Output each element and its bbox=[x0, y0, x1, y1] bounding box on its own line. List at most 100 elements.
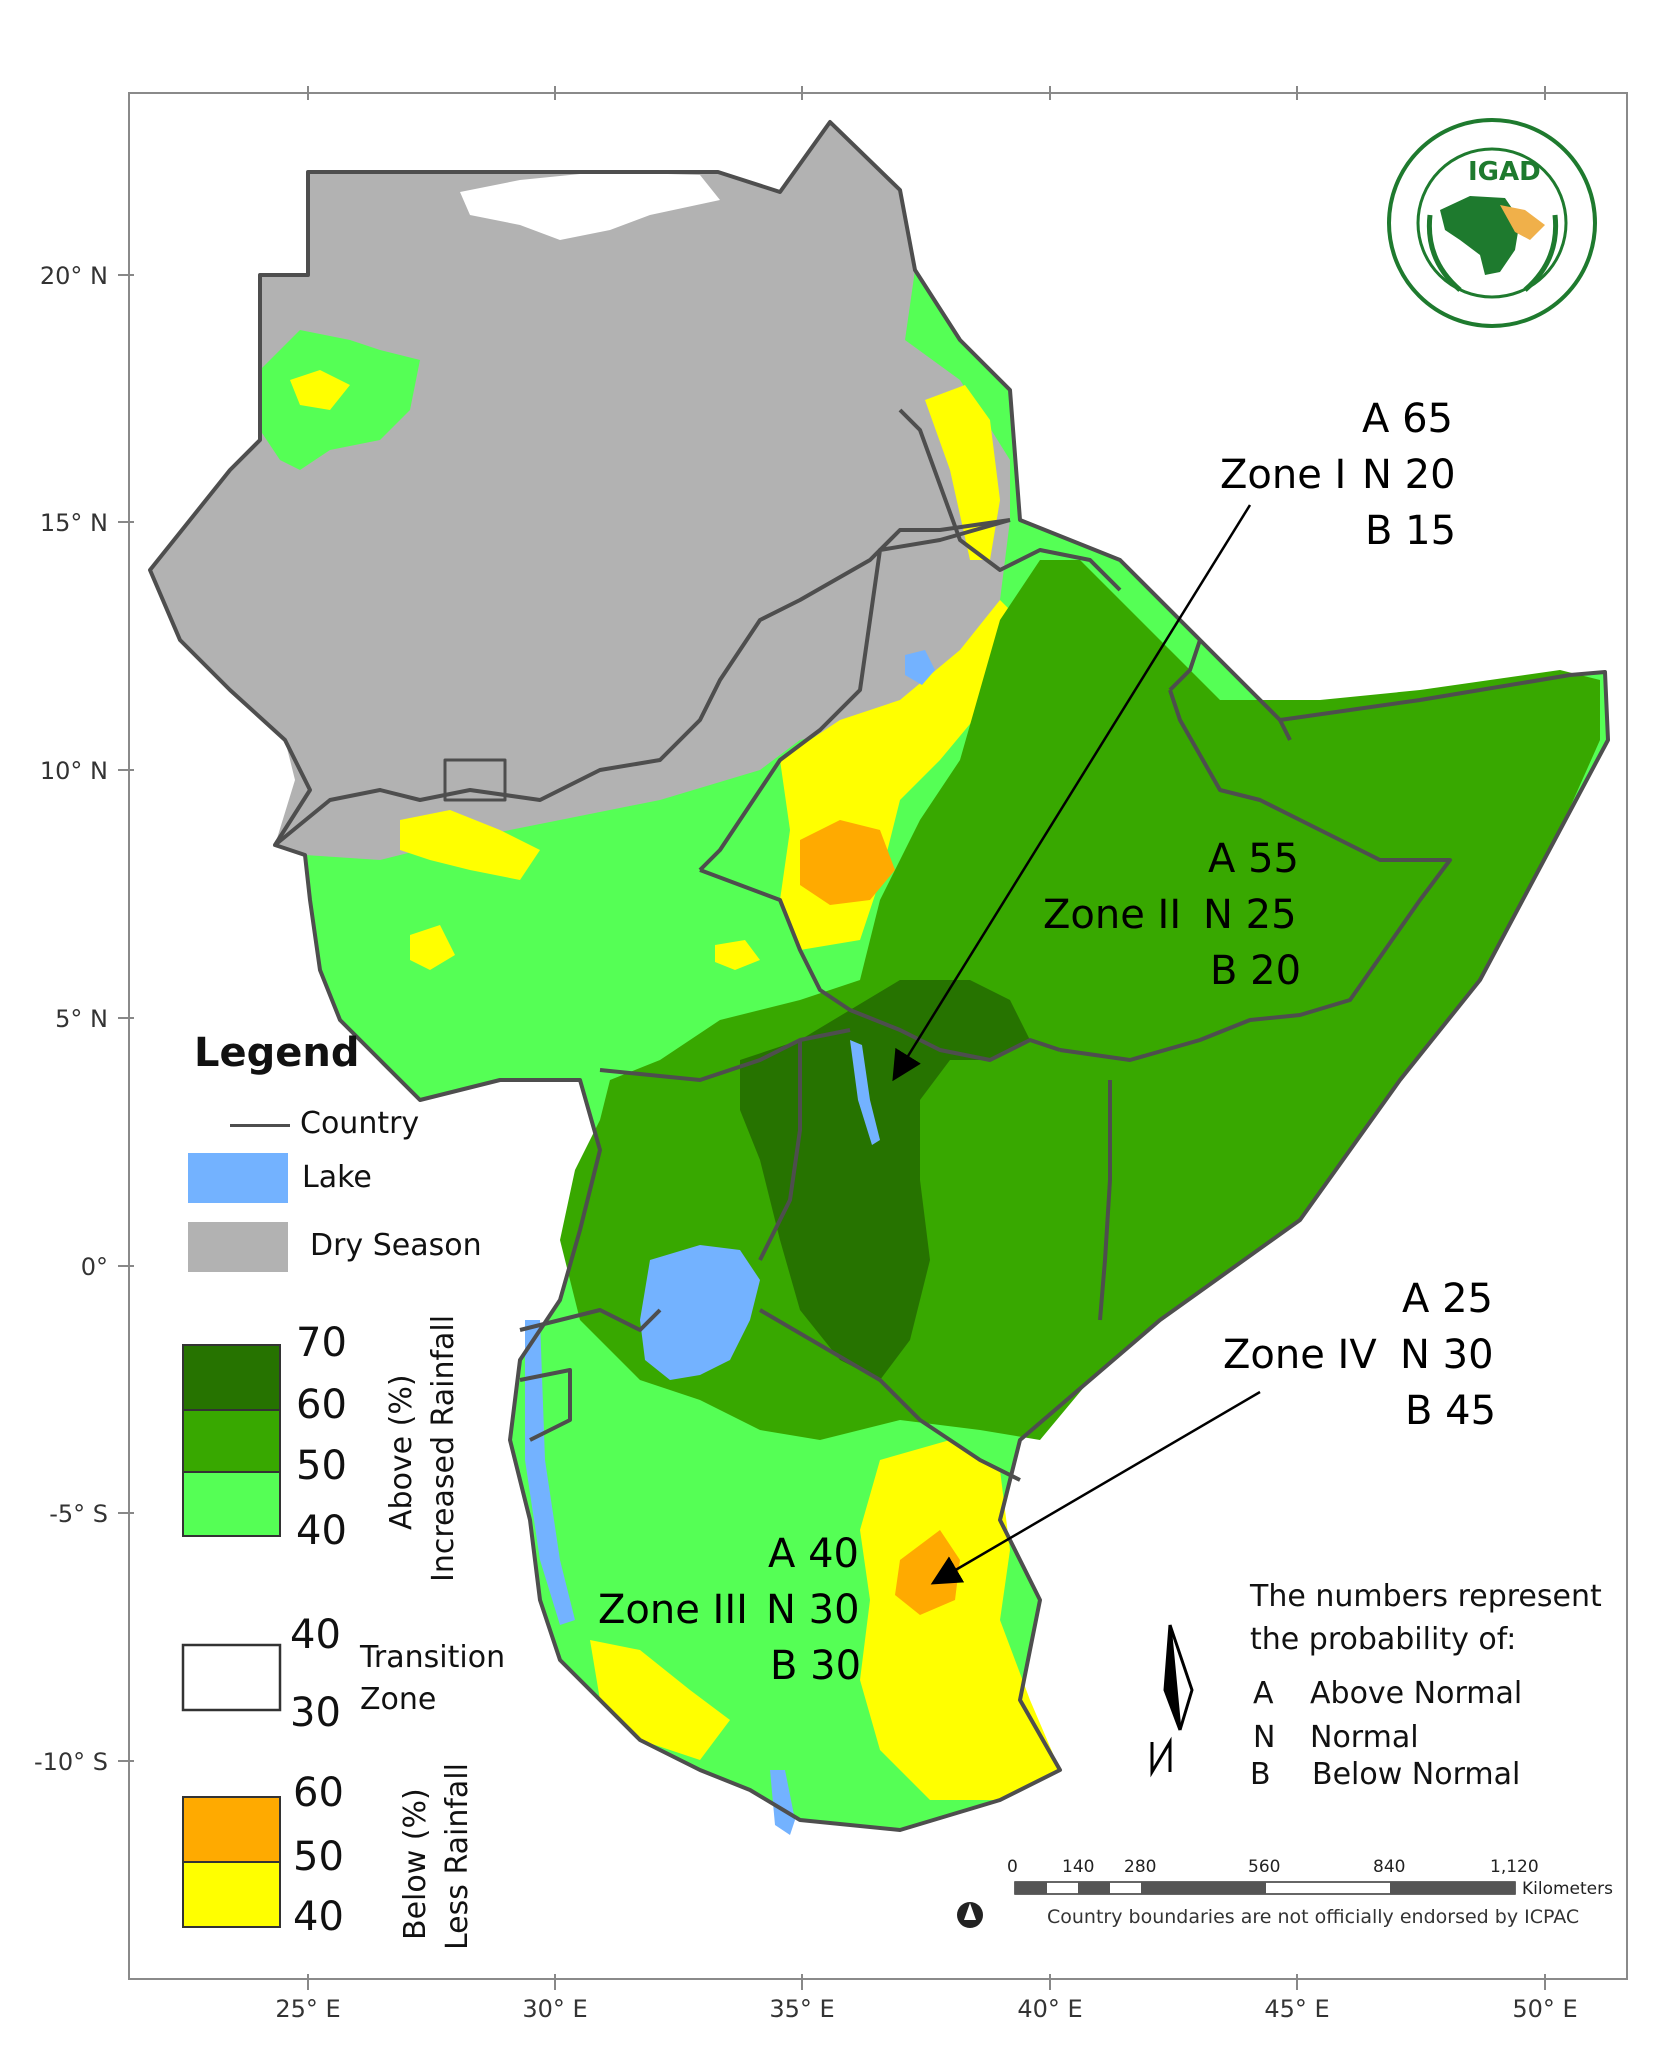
zone-4-name: Zone IV bbox=[1223, 1332, 1377, 1378]
zone-4-n: N 30 bbox=[1400, 1332, 1494, 1378]
region-below-50-sudan bbox=[800, 820, 895, 905]
legend-above-label-2: Increased Rainfall bbox=[426, 1314, 461, 1582]
zone-4-b: B 45 bbox=[1405, 1388, 1497, 1434]
scale-tick-0: 0 bbox=[1007, 1857, 1018, 1877]
zone-1-name: Zone I bbox=[1220, 452, 1347, 498]
legend-lake-label: Lake bbox=[302, 1160, 372, 1195]
scale-bar bbox=[1014, 1881, 1516, 1895]
lat-label-10s: -10° S bbox=[33, 1748, 108, 1776]
scale-unit: Kilometers bbox=[1522, 1879, 1613, 1899]
zone-3-name: Zone III bbox=[598, 1587, 748, 1633]
legend-dry-swatch bbox=[188, 1222, 288, 1272]
zone-1-arrow bbox=[892, 504, 1252, 1082]
lat-label-10n: 10° N bbox=[39, 757, 108, 785]
legend-transition-tick-30: 30 bbox=[290, 1690, 341, 1736]
legend-above-70 bbox=[182, 1344, 281, 1411]
legend-transition-tick-40: 40 bbox=[290, 1612, 341, 1658]
scale-tick-280: 280 bbox=[1124, 1857, 1157, 1877]
lat-label-15n: 15° N bbox=[39, 509, 108, 537]
region-below-west bbox=[400, 810, 540, 880]
country-borders bbox=[148, 120, 1610, 1832]
region-darfur-yellow bbox=[290, 370, 350, 410]
lake-tanganyika bbox=[525, 1320, 575, 1625]
legend-transition-label-1: Transition bbox=[360, 1640, 506, 1675]
scale-tick-560: 560 bbox=[1248, 1857, 1281, 1877]
region-dry-season bbox=[150, 122, 1010, 860]
lon-label-25e: 25° E bbox=[275, 1995, 341, 2023]
legend-below-label-2: Less Rainfall bbox=[440, 1763, 475, 1950]
north-arrow bbox=[1150, 1624, 1194, 1778]
lake-turkana bbox=[850, 1040, 880, 1145]
region-below-west-2 bbox=[410, 925, 455, 970]
lat-label-5s: -5° S bbox=[49, 1500, 108, 1528]
legend-above-tick-50: 50 bbox=[296, 1443, 347, 1489]
zone-3-b: B 30 bbox=[770, 1643, 862, 1689]
legend-above-tick-60: 60 bbox=[296, 1382, 347, 1428]
legend-country-line bbox=[230, 1124, 290, 1127]
legend-below-tick-50: 50 bbox=[293, 1834, 344, 1880]
lon-label-35e: 35° E bbox=[769, 1995, 835, 2023]
note-code-b: B bbox=[1250, 1757, 1271, 1792]
lat-label-5n: 5° N bbox=[55, 1005, 108, 1033]
lon-label-45e: 45° E bbox=[1264, 1995, 1330, 2023]
legend-below-50 bbox=[182, 1861, 281, 1928]
scale-tick-1120: 1,120 bbox=[1490, 1857, 1539, 1877]
zone-1-n: N 20 bbox=[1362, 452, 1456, 498]
zone-2-name: Zone II bbox=[1043, 892, 1182, 938]
igad-logo bbox=[1387, 118, 1597, 328]
legend-above-tick-70: 70 bbox=[296, 1320, 347, 1366]
scale-tick-840: 840 bbox=[1373, 1857, 1406, 1877]
zone-1-b: B 15 bbox=[1365, 508, 1457, 554]
zone-2-a: A 55 bbox=[1208, 836, 1299, 882]
note-code-n: N bbox=[1253, 1720, 1276, 1755]
note-label-b: Below Normal bbox=[1312, 1757, 1521, 1792]
region-below-eritrea bbox=[925, 385, 1000, 560]
note-line-2: the probability of: bbox=[1250, 1622, 1517, 1657]
legend-transition-swatch bbox=[181, 1643, 282, 1712]
lon-label-40e: 40° E bbox=[1017, 1995, 1083, 2023]
legend-country-label: Country bbox=[300, 1106, 420, 1141]
legend-transition-label-2: Zone bbox=[360, 1682, 437, 1717]
disclaimer-text: Country boundaries are not officially en… bbox=[1047, 1906, 1580, 1928]
legend-title: Legend bbox=[194, 1030, 360, 1076]
lake-malawi bbox=[770, 1770, 795, 1835]
region-below-west-3 bbox=[715, 940, 760, 970]
legend-below-tick-40: 40 bbox=[293, 1894, 344, 1940]
zone-3-n: N 30 bbox=[766, 1587, 860, 1633]
legend-above-50 bbox=[182, 1471, 281, 1537]
legend-lake-swatch bbox=[188, 1153, 288, 1203]
legend-dry-label: Dry Season bbox=[310, 1228, 482, 1263]
note-label-n: Normal bbox=[1310, 1720, 1419, 1755]
lat-label-0: 0° bbox=[80, 1253, 108, 1281]
zone-4-a: A 25 bbox=[1402, 1276, 1493, 1322]
lake-tana bbox=[905, 650, 935, 685]
region-below-50-tanzania bbox=[895, 1530, 960, 1615]
region-below-sw-tanzania bbox=[590, 1640, 730, 1760]
note-line-1: The numbers represent bbox=[1250, 1579, 1602, 1614]
zone-3-a: A 40 bbox=[768, 1531, 859, 1577]
lake-victoria bbox=[640, 1245, 760, 1380]
lon-label-30e: 30° E bbox=[522, 1995, 588, 2023]
note-code-a: A bbox=[1253, 1676, 1274, 1711]
legend-below-60 bbox=[182, 1796, 281, 1863]
igad-logo-text: IGAD bbox=[1468, 157, 1541, 187]
legend-above-60 bbox=[182, 1409, 281, 1473]
legend-below-label-1: Below (%) bbox=[398, 1788, 433, 1940]
legend-above-label-1: Above (%) bbox=[384, 1374, 419, 1530]
zone-2-n: N 25 bbox=[1203, 892, 1297, 938]
region-transition-north bbox=[460, 172, 720, 240]
legend-below-tick-60: 60 bbox=[293, 1770, 344, 1816]
graticule-ticks bbox=[118, 86, 1546, 1990]
region-below-tanzania bbox=[860, 1440, 1060, 1800]
lat-label-20n: 20° N bbox=[39, 262, 108, 290]
note-label-a: Above Normal bbox=[1310, 1676, 1523, 1711]
lon-label-50e: 50° E bbox=[1512, 1995, 1578, 2023]
scale-tick-140: 140 bbox=[1062, 1857, 1095, 1877]
zone-4-arrow bbox=[930, 1390, 1261, 1585]
zone-1-a: A 65 bbox=[1362, 396, 1453, 442]
region-darfur-green bbox=[260, 330, 420, 470]
zone-2-b: B 20 bbox=[1210, 948, 1302, 994]
region-above-70 bbox=[740, 980, 1030, 1380]
legend-above-tick-40: 40 bbox=[296, 1508, 347, 1554]
